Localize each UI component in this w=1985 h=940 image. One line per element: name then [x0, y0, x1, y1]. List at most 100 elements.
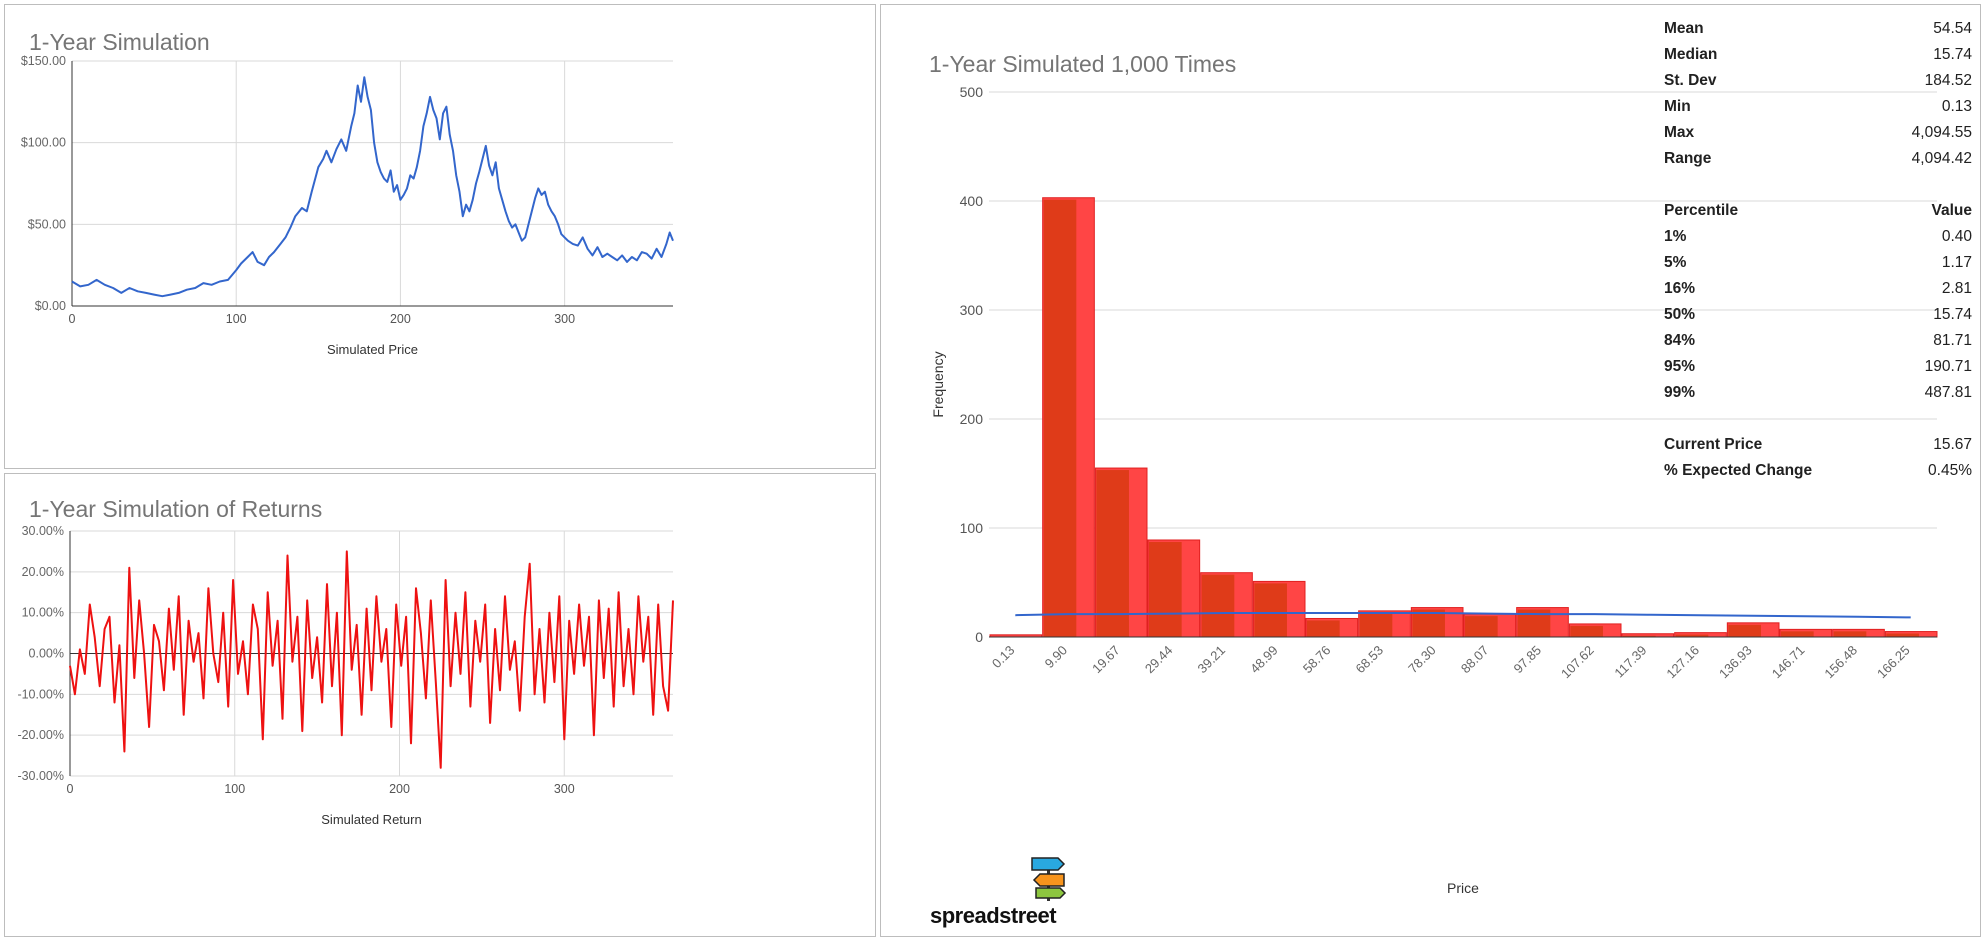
x-axis-label: Simulated Price — [327, 342, 418, 357]
x-tick-label: 0 — [67, 782, 74, 796]
y-tick-label: 30.00% — [22, 524, 64, 538]
stat-label: 16% — [1664, 280, 1696, 297]
stat-value: 2.81 — [1941, 280, 1972, 297]
stat-row: 99% 487.81 — [1664, 380, 1972, 406]
y-tick-label: -20.00% — [17, 728, 64, 742]
x-tick-label: 78.30 — [1405, 643, 1439, 677]
x-tick-label: 9.90 — [1042, 643, 1071, 672]
histogram-bar-shade — [1359, 612, 1393, 637]
stat-label: 84% — [1664, 332, 1696, 349]
y-tick-label: 100 — [960, 520, 984, 536]
histogram-bar-shade — [1307, 620, 1340, 637]
stat-value: 4,094.55 — [1911, 124, 1972, 141]
x-tick-label: 48.99 — [1247, 643, 1281, 677]
x-tick-label: 127.16 — [1663, 643, 1702, 682]
y-tick-label: -30.00% — [17, 769, 64, 783]
x-tick-label: 136.93 — [1716, 643, 1755, 682]
y-tick-label: 0.00% — [29, 647, 64, 661]
y-tick-label: -10.00% — [17, 687, 64, 701]
stat-label: Range — [1664, 150, 1712, 167]
stat-row: % Expected Change 0.45% — [1664, 458, 1972, 484]
x-tick-label: 0 — [69, 312, 76, 326]
stat-row: 50% 15.74 — [1664, 302, 1972, 328]
x-tick-label: 156.48 — [1821, 643, 1860, 682]
stat-row: Current Price 15.67 — [1664, 432, 1972, 458]
trend-line — [1015, 612, 1911, 619]
x-tick-label: 100 — [226, 312, 247, 326]
y-tick-label: 300 — [960, 302, 984, 318]
stat-row: Range 4,094.42 — [1664, 146, 1972, 172]
x-tick-label: 166.25 — [1874, 643, 1913, 682]
x-tick-label: 39.21 — [1195, 643, 1229, 677]
summary-stats: Mean 54.54 Median 15.74 St. Dev 184.52 Min 0.13… — [1664, 16, 1972, 172]
stat-row: 84% 81.71 — [1664, 328, 1972, 354]
x-tick-label: 200 — [390, 312, 411, 326]
x-tick-label: 88.07 — [1458, 643, 1492, 677]
x-tick-label: 300 — [554, 312, 575, 326]
histogram-bar-shade — [1728, 624, 1761, 637]
x-tick-label: 146.71 — [1769, 643, 1808, 682]
x-tick-label: 300 — [554, 782, 575, 796]
x-tick-label: 117.39 — [1611, 643, 1649, 681]
stat-label: 99% — [1664, 384, 1696, 401]
stat-value: 81.71 — [1933, 332, 1972, 349]
percentile-header: Percentile Value — [1664, 198, 1972, 224]
histogram-bar-shade — [1570, 625, 1603, 637]
stat-value: 15.67 — [1933, 436, 1972, 453]
histogram-bar-shade — [1412, 609, 1445, 637]
x-tick-label: 97.85 — [1511, 643, 1545, 677]
x-tick-label: 29.44 — [1142, 643, 1176, 677]
x-tick-label: 58.76 — [1300, 643, 1334, 677]
stat-label: Current Price — [1664, 436, 1763, 453]
stat-row: Median 15.74 — [1664, 42, 1972, 68]
stat-label: 50% — [1664, 306, 1696, 323]
stat-label: St. Dev — [1664, 72, 1717, 89]
stat-label: Max — [1664, 124, 1695, 141]
price-chart-title: 1-Year Simulation — [29, 29, 210, 55]
x-tick-label: 200 — [389, 782, 410, 796]
histogram-bar-shade — [1623, 635, 1656, 637]
histogram-bar-shade — [1675, 634, 1709, 637]
y-tick-label: 0 — [975, 629, 983, 645]
y-tick-label: $150.00 — [21, 54, 66, 68]
stat-value: 0.13 — [1941, 98, 1972, 115]
stat-label: % Expected Change — [1664, 462, 1813, 479]
stat-row: 1% 0.40 — [1664, 224, 1972, 250]
x-tick-label: 107.62 — [1558, 643, 1597, 682]
stat-value: 15.74 — [1933, 46, 1972, 63]
street-sign-icon — [1031, 857, 1067, 901]
frequency-histogram: 0 100 200 300 400 500 0.13 9.90 19.67 29.44 39.21 4… — [930, 84, 1938, 896]
series-line — [69, 550, 674, 769]
stat-label: Min — [1664, 98, 1691, 115]
spreadstreet-logo: spreadstreet — [898, 855, 1078, 930]
y-axis-label: Frequency — [930, 351, 946, 417]
stat-label: Median — [1664, 46, 1718, 63]
stat-row: 16% 2.81 — [1664, 276, 1972, 302]
histogram-title: 1-Year Simulated 1,000 Times — [929, 51, 1237, 77]
stat-value: 1.17 — [1941, 254, 1972, 271]
stat-value: 15.74 — [1933, 306, 1972, 323]
percentile-stats: 1% 0.40 5% 1.17 16% 2.81 50% 15.74 84% 81.71 95% 19… — [1664, 224, 1972, 406]
stat-value: 0.45% — [1928, 462, 1972, 479]
x-tick-label: 19.67 — [1089, 643, 1123, 677]
stat-label: 1% — [1664, 228, 1687, 245]
y-tick-label: 500 — [960, 84, 984, 100]
y-tick-label: $100.00 — [21, 136, 66, 150]
x-tick-label: 100 — [224, 782, 245, 796]
histogram-bar-shade — [1149, 541, 1182, 637]
price-change-stats: Current Price 15.67 % Expected Change 0.45% — [1664, 432, 1972, 484]
histogram-bar-shade — [1833, 631, 1867, 637]
y-tick-label: 20.00% — [22, 565, 64, 579]
x-tick-label: 0.13 — [989, 643, 1018, 672]
stat-row: Mean 54.54 — [1664, 16, 1972, 42]
stat-label: 95% — [1664, 358, 1696, 375]
stat-row: 5% 1.17 — [1664, 250, 1972, 276]
x-axis-label: Simulated Return — [321, 812, 421, 827]
series-line — [71, 76, 674, 298]
y-tick-label: $0.00 — [35, 299, 66, 313]
price-simulation-panel: 1-Year Simulation $0.00 $50.00 $100.00 $150… — [4, 4, 876, 469]
stat-value: 4,094.42 — [1911, 150, 1972, 167]
stat-label: Mean — [1664, 20, 1704, 37]
histogram-bar-shade — [1781, 631, 1814, 637]
y-tick-label: 10.00% — [22, 606, 64, 620]
